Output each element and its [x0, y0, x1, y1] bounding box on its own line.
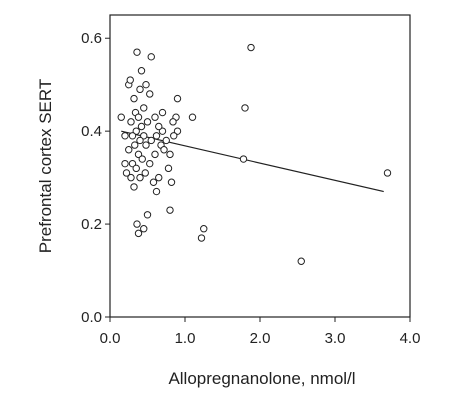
- data-point: [125, 146, 133, 154]
- data-point: [140, 225, 148, 233]
- x-tick-label: 1.0: [175, 330, 196, 347]
- data-point: [167, 178, 176, 186]
- data-point: [197, 234, 206, 242]
- data-point: [142, 80, 150, 89]
- data-point: [173, 127, 182, 135]
- data-point: [173, 94, 182, 103]
- y-tick-label: 0.6: [81, 30, 102, 47]
- data-point: [128, 159, 137, 168]
- data-point: [134, 150, 143, 159]
- data-point: [155, 173, 163, 182]
- data-point: [143, 118, 152, 126]
- data-point: [137, 67, 146, 75]
- data-point: [136, 136, 144, 145]
- data-point: [188, 113, 197, 121]
- data-point: [164, 164, 173, 173]
- data-point: [166, 150, 174, 159]
- data-point: [137, 122, 146, 131]
- data-point: [127, 173, 135, 182]
- y-axis-ticks: 0.0 0.2 0.4 0.6: [81, 30, 110, 326]
- data-point: [147, 53, 155, 61]
- data-point: [162, 136, 170, 145]
- data-point: [140, 104, 148, 112]
- data-point: [133, 220, 141, 228]
- x-axis-label: Allopregnanolone, nmol/l: [168, 369, 355, 388]
- data-point: [132, 164, 140, 173]
- data-point: [143, 211, 152, 219]
- data-point: [126, 76, 134, 84]
- data-point: [121, 159, 129, 168]
- data-point: [247, 43, 255, 52]
- data-point: [136, 173, 144, 182]
- data-points: [117, 43, 392, 265]
- data-point: [136, 85, 144, 94]
- data-point: [141, 169, 149, 177]
- data-point: [170, 132, 178, 140]
- data-point: [152, 187, 161, 196]
- data-point: [146, 90, 154, 98]
- data-point: [146, 159, 154, 168]
- data-point: [151, 150, 159, 159]
- data-point: [134, 113, 143, 121]
- data-point: [158, 127, 167, 135]
- data-point: [169, 118, 177, 126]
- data-point: [383, 169, 392, 177]
- y-tick-label: 0.4: [81, 123, 102, 140]
- data-point: [241, 104, 249, 112]
- data-point: [239, 155, 248, 163]
- x-axis-ticks: 0.0 1.0 2.0 3.0 4.0: [100, 317, 421, 347]
- data-point: [149, 178, 158, 186]
- data-point: [132, 127, 140, 135]
- data-point: [166, 206, 174, 214]
- data-point: [131, 141, 139, 149]
- data-point: [130, 183, 138, 191]
- y-axis-label: Prefrontal cortex SERT: [36, 79, 55, 253]
- data-point: [297, 257, 305, 265]
- y-tick-label: 0.2: [81, 216, 102, 233]
- data-point: [160, 146, 168, 154]
- data-point: [152, 132, 161, 140]
- x-tick-label: 0.0: [100, 330, 121, 347]
- data-point: [151, 113, 159, 121]
- x-tick-label: 2.0: [250, 330, 271, 347]
- x-tick-label: 4.0: [400, 330, 421, 347]
- data-point: [133, 48, 141, 56]
- plot-frame: [109, 14, 411, 318]
- data-point: [147, 136, 155, 145]
- data-point: [127, 118, 135, 126]
- data-point: [130, 94, 138, 103]
- data-point: [200, 225, 208, 233]
- data-point: [155, 122, 163, 131]
- data-point: [134, 229, 143, 238]
- data-point: [122, 169, 131, 177]
- data-point: [117, 113, 125, 121]
- y-tick-label: 0.0: [81, 309, 102, 326]
- x-tick-label: 3.0: [325, 330, 346, 347]
- data-point: [142, 141, 150, 149]
- data-point: [158, 108, 167, 117]
- data-point: [121, 132, 129, 140]
- data-point: [140, 132, 148, 140]
- data-point: [138, 155, 146, 163]
- data-point: [128, 132, 137, 140]
